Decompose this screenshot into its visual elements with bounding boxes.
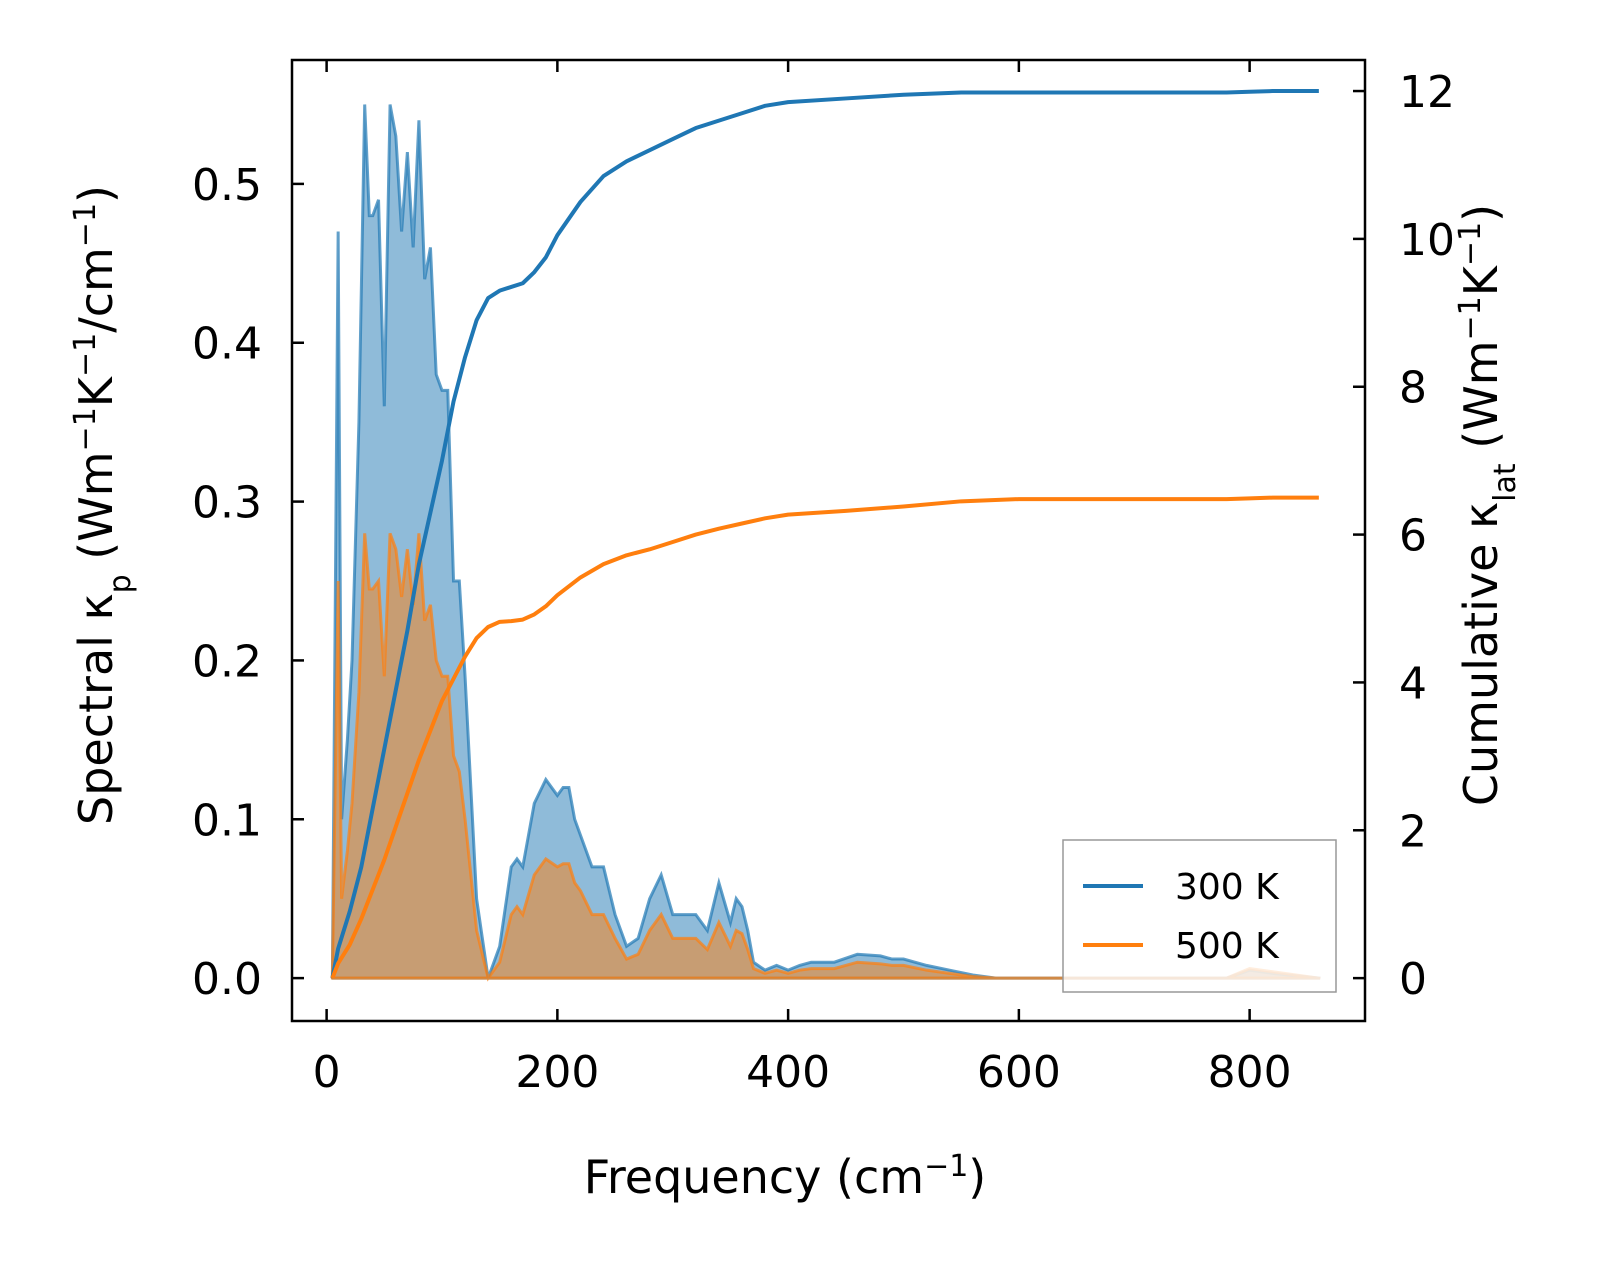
y-left-tick-label: 0.0	[192, 954, 262, 1005]
y-right-tick-label: 4	[1399, 658, 1427, 709]
y-right-tick-label: 2	[1399, 806, 1427, 857]
spectral-fills	[330, 104, 1321, 982]
y-right-tick-label: 6	[1399, 511, 1427, 562]
spectral-area-500k	[330, 532, 1321, 982]
y-left-tick-label: 0.2	[192, 636, 262, 687]
legend-label-300k: 300 K	[1175, 867, 1280, 908]
legend-box	[1062, 839, 1337, 993]
y-left-tick-label: 0.4	[192, 319, 262, 370]
y-left-tick-label: 0.1	[192, 795, 262, 846]
x-tick-label: 600	[977, 1047, 1061, 1098]
cumulative-line-300k	[330, 89, 1319, 979]
x-axis-label: Frequency (cm−1)	[584, 1149, 987, 1205]
x-tick-label: 0	[313, 1047, 341, 1098]
y-right-tick-label: 8	[1399, 363, 1427, 414]
tick-marks	[292, 60, 1365, 1021]
cumulative-lines	[330, 89, 1319, 979]
y-left-axis-label: Spectral κp (Wm−1K−1/cm−1)	[68, 185, 138, 825]
legend: 300 K 500 K	[1062, 839, 1337, 993]
y-left-tick-label: 0.3	[192, 478, 262, 529]
y-right-tick-label: 0	[1399, 954, 1427, 1005]
legend-label-500k: 500 K	[1175, 926, 1280, 967]
y-right-axis-label: Cumulative κlat (Wm−1K−1)	[1453, 204, 1523, 806]
cumulative-line-500k	[330, 495, 1319, 979]
y-right-tick-label: 10	[1399, 215, 1455, 266]
x-tick-label: 200	[515, 1047, 599, 1098]
y-right-tick-label: 12	[1399, 67, 1455, 118]
x-tick-label: 400	[746, 1047, 830, 1098]
y-left-tick-label: 0.5	[192, 160, 262, 211]
axes-frame	[290, 58, 1367, 1023]
tick-labels: 0 200 400 600 800 0.0 0.1 0.2 0.3 0.4 0.5 0 2 4 6 8 10 12	[192, 67, 1455, 1098]
x-tick-label: 800	[1208, 1047, 1292, 1098]
